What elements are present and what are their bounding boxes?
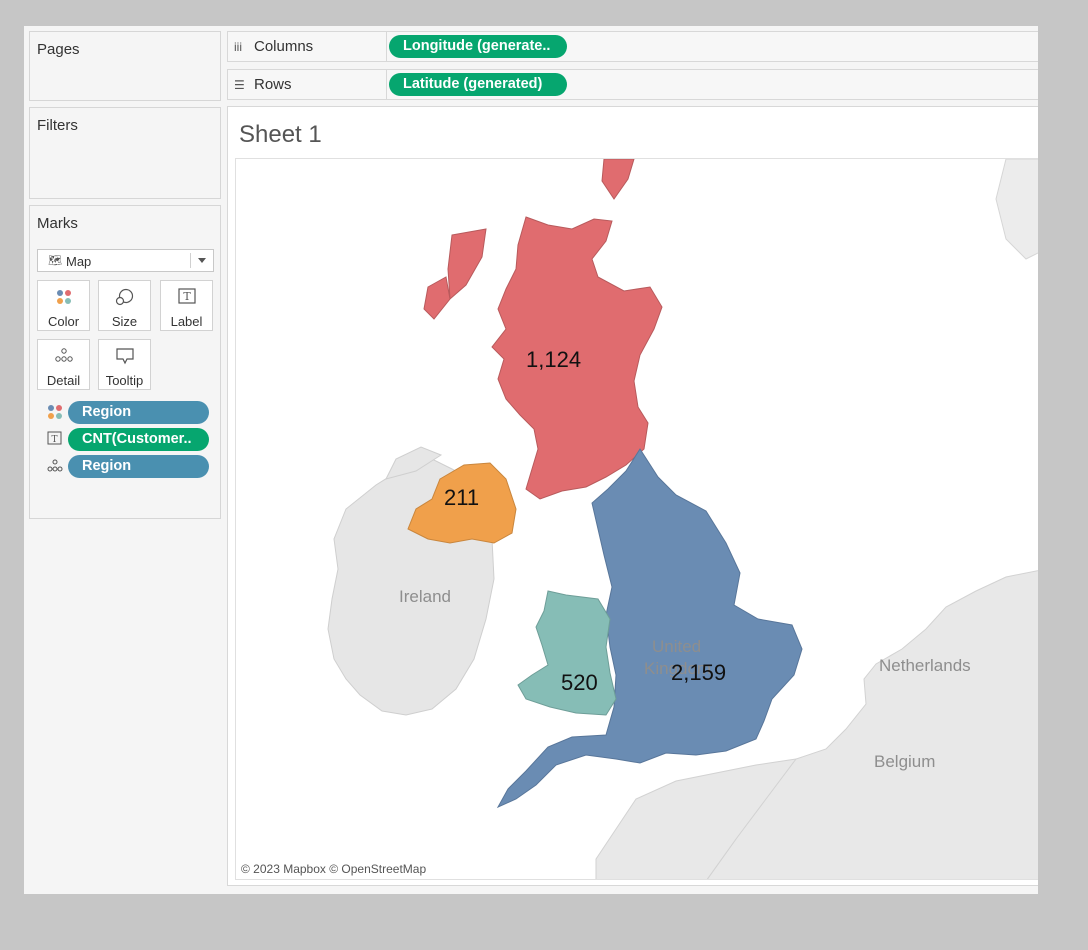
region-scotland xyxy=(491,216,663,500)
label-field-pill[interactable]: CNT(Customer.. xyxy=(68,428,209,451)
columns-shelf[interactable]: iii Columns Longitude (generate.. xyxy=(227,31,1038,62)
detail-button[interactable]: Detail xyxy=(37,339,90,390)
latitude-pill[interactable]: Latitude (generated) xyxy=(389,73,567,96)
map-canvas xyxy=(327,159,1038,879)
detail-field-pill[interactable]: Region xyxy=(68,455,209,478)
rows-shelf-label: ☰ Rows xyxy=(234,76,292,93)
france-coast-landmass xyxy=(595,758,798,879)
value-label-scotland: 1,124 xyxy=(526,347,582,372)
text-label-icon: T xyxy=(47,431,63,447)
shelf-divider xyxy=(386,70,387,99)
region-northern-ireland xyxy=(407,462,517,544)
columns-label-text: Columns xyxy=(254,38,314,55)
map-label-uk-line2: Kingdom xyxy=(644,659,712,678)
columns-shelf-label: iii Columns xyxy=(234,38,313,55)
shelf-divider xyxy=(386,32,387,61)
value-label-northern-ireland: 211 xyxy=(444,485,480,510)
worksheet: Sheet 1 Ireland United xyxy=(227,106,1038,886)
chevron-down-icon[interactable] xyxy=(198,258,206,263)
svg-text:T: T xyxy=(183,290,191,303)
sheet-title[interactable]: Sheet 1 xyxy=(239,121,322,148)
longitude-pill[interactable]: Longitude (generate.. xyxy=(389,35,567,58)
size-button[interactable]: Size xyxy=(98,280,151,331)
pages-card[interactable]: Pages xyxy=(29,31,221,101)
map-label-ireland: Ireland xyxy=(399,587,451,606)
marks-card-title: Marks xyxy=(37,215,78,232)
donegal-landmass xyxy=(385,446,443,480)
pages-card-title: Pages xyxy=(37,41,80,58)
filters-card-title: Filters xyxy=(37,117,78,134)
map-label-belgium: Belgium xyxy=(874,752,936,771)
region-wales xyxy=(517,590,617,716)
color-icon xyxy=(38,288,89,306)
tooltip-button-label: Tooltip xyxy=(105,373,144,388)
text-label-icon: T xyxy=(161,288,212,306)
marks-card: Marks 🗺 Map Color Size T Label xyxy=(29,205,221,519)
color-button-label: Color xyxy=(47,314,80,329)
rows-label-text: Rows xyxy=(254,76,292,93)
size-icon xyxy=(99,288,150,306)
color-field-pill[interactable]: Region xyxy=(68,401,209,424)
mark-type-label: Map xyxy=(66,254,92,269)
size-button-label: Size xyxy=(111,314,138,329)
color-button[interactable]: Color xyxy=(37,280,90,331)
detail-icon xyxy=(38,347,89,365)
value-label-england: 2,159 xyxy=(671,660,727,685)
map-view[interactable]: Ireland United Kingdom Netherlands Belgi… xyxy=(235,158,1038,880)
detail-icon xyxy=(47,458,63,474)
color-icon xyxy=(47,404,63,420)
map-attribution[interactable]: © 2023 Mapbox © OpenStreetMap xyxy=(241,862,427,876)
svg-text:T: T xyxy=(51,435,57,445)
filters-card[interactable]: Filters xyxy=(29,107,221,199)
tableau-workspace: Pages Filters Marks 🗺 Map Color Size T xyxy=(24,26,1038,894)
tooltip-button[interactable]: Tooltip xyxy=(98,339,151,390)
tooltip-icon xyxy=(99,347,150,365)
detail-button-label: Detail xyxy=(46,373,81,388)
map-label-netherlands: Netherlands xyxy=(879,656,971,675)
label-button[interactable]: T Label xyxy=(160,280,213,331)
region-england xyxy=(496,448,803,809)
mark-type-dropdown[interactable]: 🗺 Map xyxy=(37,249,214,272)
rows-shelf[interactable]: ☰ Rows Latitude (generated) xyxy=(227,69,1038,100)
rows-icon: ☰ xyxy=(234,78,245,92)
region-scotland-isles xyxy=(423,159,635,320)
label-button-label: Label xyxy=(170,314,203,329)
value-label-wales: 520 xyxy=(561,670,598,695)
map-icon: 🗺 xyxy=(48,255,62,267)
map-label-uk-line1: United xyxy=(652,637,702,656)
dropdown-separator xyxy=(190,253,191,268)
columns-icon: iii xyxy=(234,40,242,54)
scandinavia-landmass xyxy=(995,159,1038,260)
